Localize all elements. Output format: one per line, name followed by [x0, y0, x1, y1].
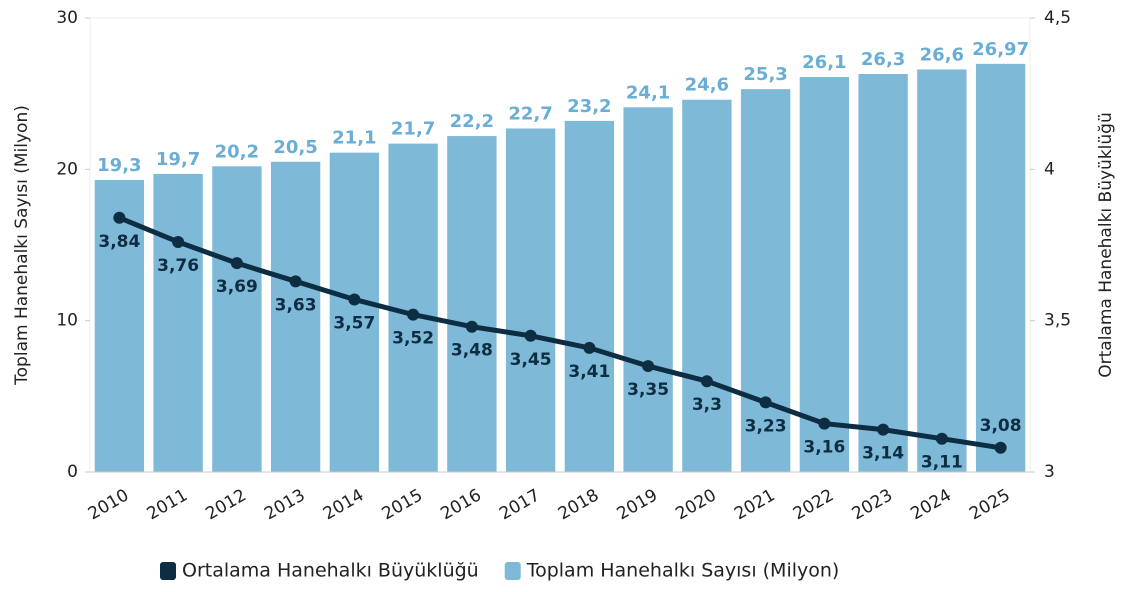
bar	[153, 173, 203, 472]
bar-label: 22,7	[508, 103, 552, 124]
y2-tick-label: 4	[1044, 159, 1055, 179]
bar-label: 26,6	[920, 44, 964, 65]
x-tick-label: 2018	[555, 485, 602, 524]
bar	[212, 166, 262, 472]
x-tick-label: 2012	[202, 485, 249, 524]
x-tick-label: 2023	[849, 485, 896, 524]
y2-tick-label: 3	[1044, 462, 1055, 482]
bar	[858, 73, 908, 472]
bar-label: 26,1	[802, 52, 846, 73]
bar-label: 19,7	[156, 149, 200, 170]
point-label: 3,16	[803, 438, 845, 458]
point-label: 3,57	[333, 313, 375, 333]
point	[524, 329, 537, 342]
point	[230, 257, 243, 270]
point	[407, 308, 420, 321]
bar-label: 19,3	[97, 155, 141, 176]
y-tick-label: 30	[56, 8, 78, 28]
x-tick-label: 2024	[907, 485, 954, 524]
point	[759, 396, 772, 409]
legend-label: Toplam Hanehalkı Sayısı (Milyon)	[526, 560, 840, 582]
bar-label: 21,1	[332, 128, 376, 149]
bar	[623, 107, 673, 472]
x-tick-label: 2014	[320, 485, 367, 524]
point	[113, 211, 126, 224]
x-tick-label: 2025	[966, 485, 1013, 524]
bar-label: 26,3	[861, 49, 905, 70]
bar	[564, 120, 615, 472]
point-label: 3,48	[451, 341, 493, 361]
bar-label: 26,97	[972, 39, 1029, 60]
legend-swatch	[504, 562, 521, 580]
bar	[917, 69, 967, 472]
point-label: 3,84	[98, 232, 140, 252]
bar-label: 23,2	[567, 96, 611, 117]
y-tick-label: 10	[56, 311, 78, 331]
x-tick-label: 2022	[790, 485, 837, 524]
bar	[447, 136, 497, 473]
y2-tick-label: 3,5	[1044, 311, 1071, 331]
x-tick-label: 2011	[144, 485, 191, 524]
x-tick-label: 2017	[496, 485, 543, 524]
y-tick-label: 0	[67, 462, 78, 482]
point-label: 3,76	[157, 256, 199, 276]
point-label: 3,52	[392, 329, 434, 349]
bar-label: 20,5	[273, 137, 317, 158]
bar	[329, 152, 380, 473]
y2-axis-title: Ortalama Hanehalkı Büyüklüğü	[1096, 112, 1116, 377]
point	[818, 417, 831, 430]
point	[289, 275, 302, 288]
bar	[799, 77, 850, 473]
x-tick-label: 2021	[731, 485, 778, 524]
point-label: 3,41	[568, 362, 610, 382]
bar-label: 24,1	[626, 82, 670, 103]
bar-label: 24,6	[685, 75, 729, 96]
bar-label: 20,2	[215, 141, 259, 162]
point-label: 3,11	[921, 453, 963, 473]
x-tick-label: 2010	[85, 485, 132, 524]
x-tick-label: 2016	[437, 485, 484, 524]
point	[348, 293, 361, 306]
point-label: 3,35	[627, 380, 669, 400]
x-tick-label: 2020	[672, 485, 719, 524]
point	[877, 423, 890, 436]
point	[642, 360, 655, 373]
bar-label: 25,3	[743, 64, 787, 85]
y2-tick-label: 4,5	[1044, 8, 1071, 28]
legend-label: Ortalama Hanehalkı Büyüklüğü	[182, 560, 479, 582]
y-tick-label: 20	[56, 159, 78, 179]
x-tick-label: 2013	[261, 485, 308, 524]
bar	[94, 179, 145, 472]
bar-label: 21,7	[391, 119, 435, 140]
point	[994, 441, 1007, 454]
point	[172, 235, 185, 248]
point	[935, 432, 948, 445]
point-label: 3,63	[275, 295, 317, 315]
point-label: 3,45	[510, 350, 552, 370]
y-axis-title: Toplam Hanehalkı Sayısı (Milyon)	[12, 105, 32, 386]
bar	[270, 161, 321, 472]
bar	[682, 99, 732, 472]
point-label: 3,08	[980, 416, 1022, 436]
point	[465, 320, 478, 333]
bar	[975, 63, 1026, 472]
bar	[505, 128, 556, 472]
point-label: 3,14	[862, 444, 904, 464]
bar-label: 22,2	[450, 111, 494, 132]
legend-swatch	[160, 562, 176, 580]
point	[583, 341, 596, 354]
point	[700, 375, 713, 388]
x-tick-label: 2015	[379, 485, 426, 524]
point-label: 3,69	[216, 277, 258, 297]
point-label: 3,3	[692, 395, 722, 415]
point-label: 3,23	[745, 416, 787, 436]
x-tick-label: 2019	[614, 485, 661, 524]
bar	[740, 89, 791, 473]
line	[118, 215, 1002, 451]
